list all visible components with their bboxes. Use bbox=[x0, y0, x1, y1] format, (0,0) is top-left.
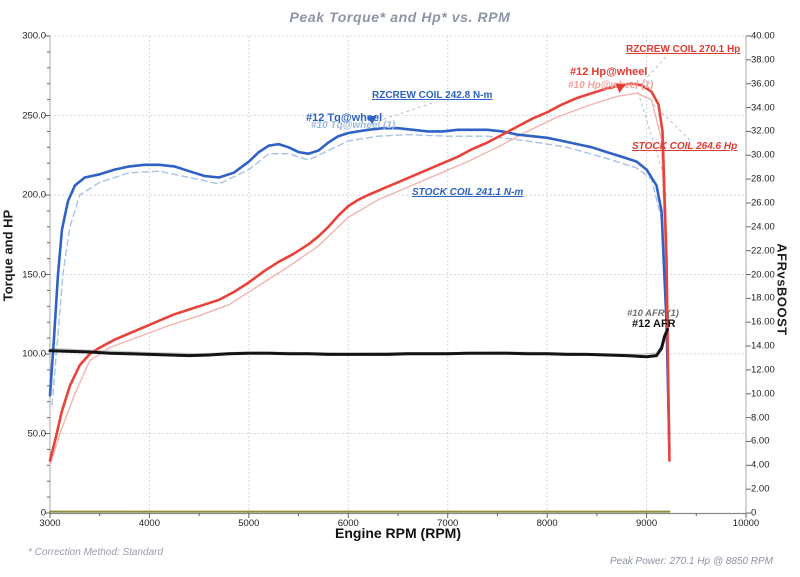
leader-line bbox=[635, 56, 667, 90]
leader-line bbox=[637, 91, 663, 171]
series-afr10 bbox=[49, 326, 669, 356]
series-hp12 bbox=[48, 82, 671, 462]
series-tq10 bbox=[51, 133, 671, 438]
series-hp10 bbox=[49, 92, 671, 466]
leader-line bbox=[380, 102, 433, 121]
series-tq12 bbox=[48, 126, 671, 451]
series-afr12 bbox=[48, 327, 669, 359]
